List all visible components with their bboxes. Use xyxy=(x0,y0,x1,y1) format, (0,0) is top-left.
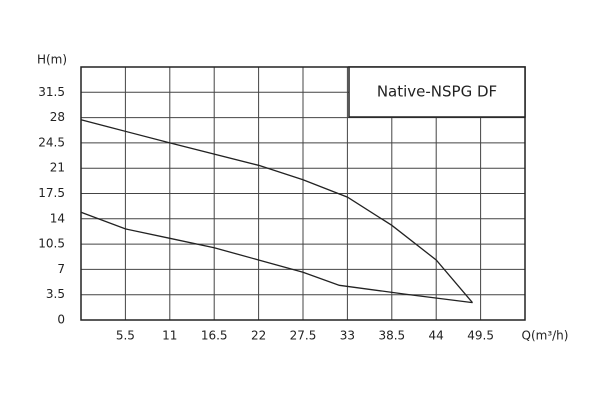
y-tick-label: 24.5 xyxy=(38,135,65,149)
x-tick-label: 44 xyxy=(429,329,444,343)
x-tick-label: 16.5 xyxy=(201,329,228,343)
y-tick-label: 28 xyxy=(50,110,65,124)
y-tick-label: 17.5 xyxy=(38,186,65,200)
x-tick-label: 11 xyxy=(162,329,177,343)
x-tick-label: 5.5 xyxy=(116,329,135,343)
y-tick-label: 14 xyxy=(50,211,65,225)
x-tick-label: 38.5 xyxy=(378,329,405,343)
y-axis-label: H(m) xyxy=(37,53,67,67)
curve xyxy=(80,211,473,304)
plot-frame xyxy=(80,66,526,321)
y-tick-label: 0 xyxy=(57,313,65,327)
x-tick-label: 22 xyxy=(251,329,266,343)
x-axis-label: Q(m³/h) xyxy=(522,329,569,343)
y-tick-label: 7 xyxy=(57,262,65,276)
y-tick-label: 3.5 xyxy=(46,287,65,301)
x-tick-label: 49.5 xyxy=(467,329,494,343)
x-tick-label: 33 xyxy=(340,329,355,343)
x-tick-label: 27.5 xyxy=(290,329,317,343)
title-box xyxy=(348,66,526,118)
chart-title: Native-NSPG DF xyxy=(377,83,497,101)
y-tick-label: 31.5 xyxy=(38,85,65,99)
y-tick-label: 10.5 xyxy=(38,237,65,251)
curve xyxy=(80,119,474,304)
y-tick-label: 21 xyxy=(50,161,65,175)
